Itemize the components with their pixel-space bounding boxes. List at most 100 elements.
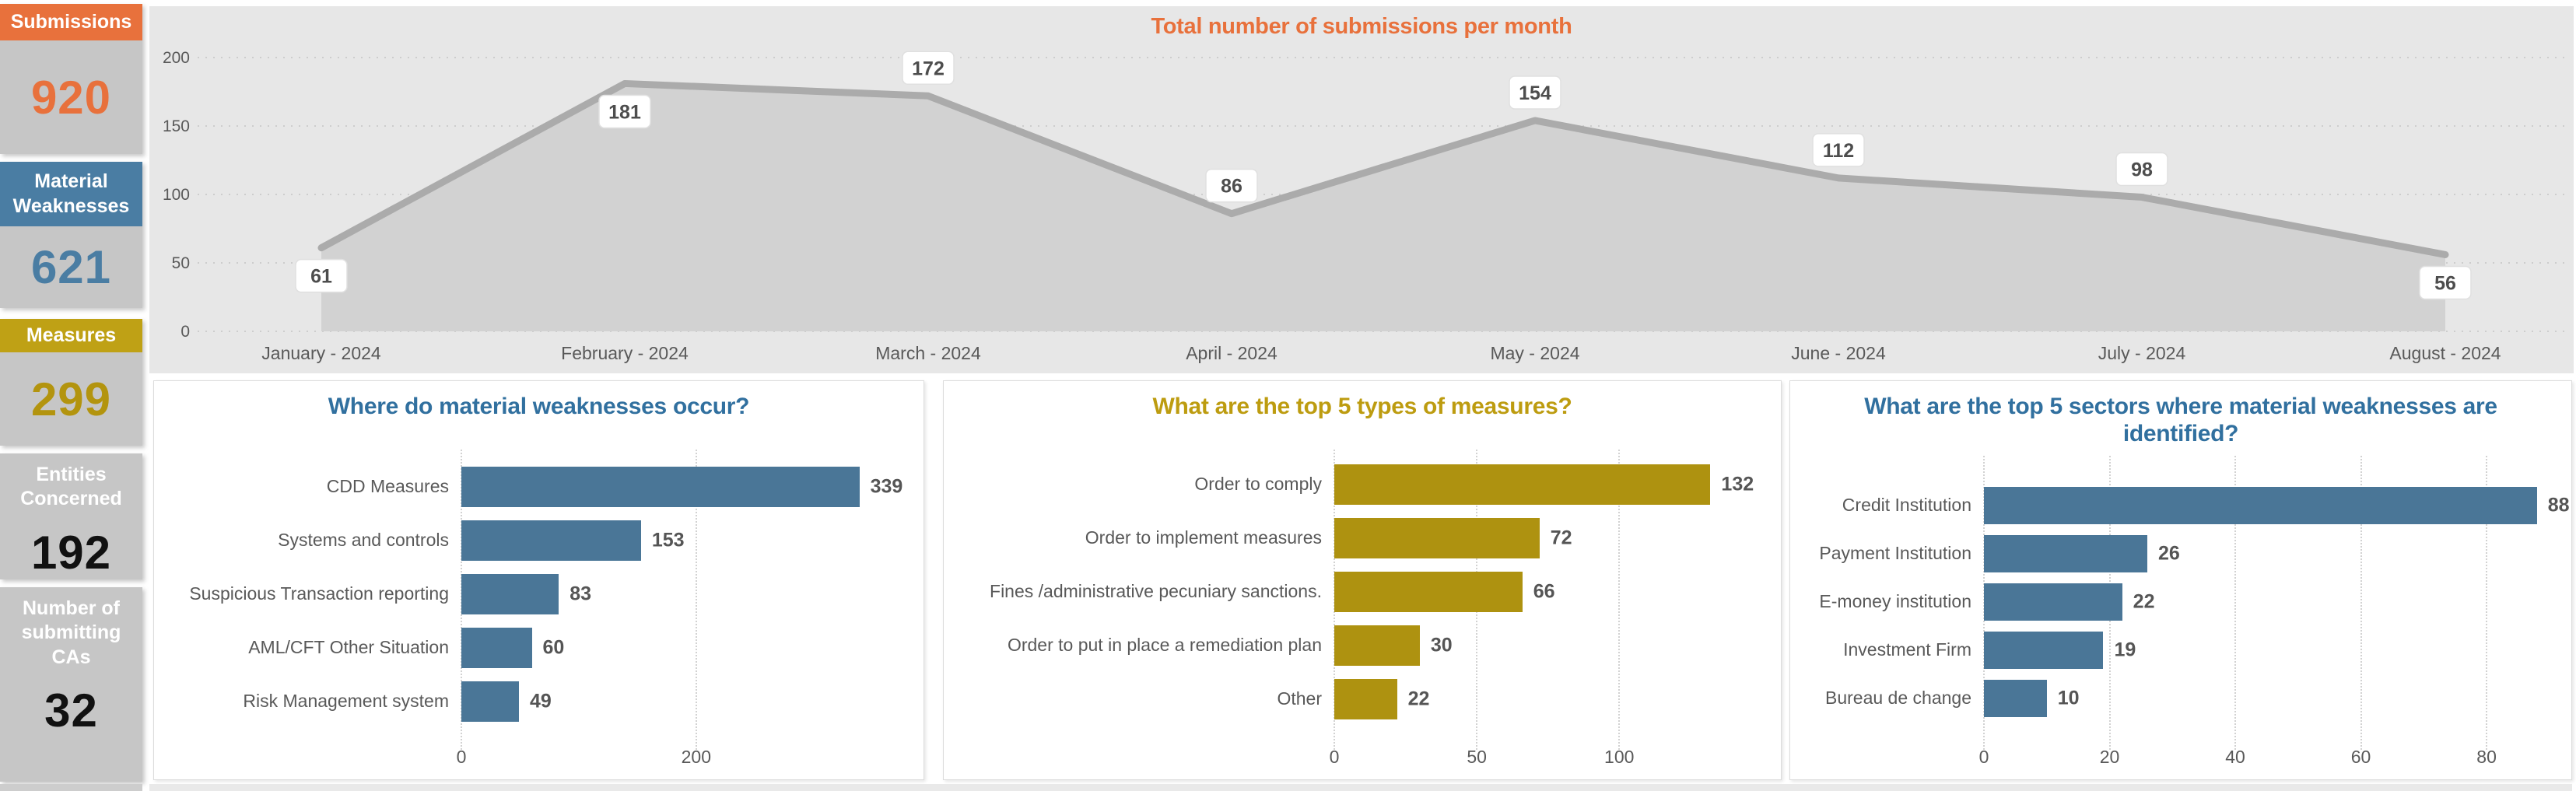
bar-row: Order to comply 132 [944,458,1781,512]
bar-rows: Order to comply 132 Order to implement mea… [944,458,1781,726]
x-axis-tick: 0 [1329,747,1340,767]
bar-track: 66 [1334,565,1781,619]
bar-track: 83 [461,568,924,621]
bar-AML/CFT Other Situation[interactable]: 60 [461,628,564,668]
value-label: 60 [542,636,565,659]
y-axis-tick: 200 [163,49,190,67]
x-axis-label: April - 2024 [1186,343,1277,363]
bar-row: Order to implement measures 72 [944,512,1781,565]
bar-track: 72 [1334,512,1781,565]
bar-Investment Firm[interactable]: 19 [1984,632,2136,669]
bar-Suspicious Transaction reporting[interactable]: 83 [461,574,591,614]
x-axis-tick: 80 [2476,747,2497,767]
bar-Credit Institution[interactable]: 88 [1984,487,2570,524]
kpi-sidebar: Submissions 920 Material Weaknesses 621 Meas… [0,0,142,791]
bar-row: E-money institution 22 [1790,578,2571,626]
category-label: Bureau de change [1825,688,1971,709]
kpi-card-submissions[interactable]: Submissions 920 [0,4,142,154]
data-label-June - 2024: 112 [1812,133,1865,167]
kpi-label-entities-concerned: Entities Concerned [20,464,122,510]
x-gridline [1618,450,1621,750]
kpi-value-material-weaknesses: 621 [30,241,112,293]
submissions-area-series[interactable] [321,83,2445,331]
weakness-areas-title: Where do material weaknesses occur? [328,394,750,419]
bar-row: Suspicious Transaction reporting 83 [154,568,924,621]
sidebar-next-card-edge [0,784,142,791]
bar-track: 26 [1984,530,2571,578]
bar-Order to comply[interactable]: 132 [1334,464,1754,505]
svg-text:56: 56 [2434,272,2456,294]
y-axis-tick: 0 [180,323,190,341]
value-label: 30 [1430,634,1453,656]
top-sectors-bar-chart: Credit Institution 88 Payment Institution 2… [1790,381,2571,779]
bar-track: 10 [1984,674,2571,723]
category-label: Payment Institution [1819,543,1971,564]
value-label: 132 [1721,473,1754,495]
bar-Payment Institution[interactable]: 26 [1984,535,2180,572]
submissions-area-chart: 0 50 100 150 200 61 181 172 86 154 112 98 56 January … [163,49,2564,363]
x-axis-label: January - 2024 [261,343,381,363]
x-axis: 0 200 [457,747,916,772]
top-sectors-panel: What are the top 5 sectors where materia… [1789,380,2572,780]
top-measures-title: What are the top 5 types of measures? [1152,394,1572,419]
value-label: 66 [1533,580,1555,603]
x-gridline [2486,456,2488,750]
value-label: 10 [2057,687,2080,709]
bar-Fines /administrative pecuniary sanctions.[interactable]: 66 [1334,572,1555,612]
x-axis-tick: 0 [1978,747,1989,767]
bar-Order to implement measures[interactable]: 72 [1334,518,1572,558]
value-label: 49 [529,690,552,712]
x-axis: 0 50 100 [1330,747,1773,772]
value-label: 72 [1550,527,1572,549]
bar-track: 60 [461,621,924,675]
bar-row: Other 22 [944,673,1781,726]
x-axis-tick: 20 [2099,747,2120,767]
bar-row: Credit Institution 88 [1790,481,2571,530]
x-axis: 0 20 40 60 80 [1979,747,2562,772]
category-label: AML/CFT Other Situation [248,637,449,658]
category-label: Order to implement measures [1085,527,1322,548]
kpi-label-material-weaknesses: Material Weaknesses [0,162,142,226]
value-label: 19 [2114,639,2136,661]
bar-track: 30 [1334,619,1781,673]
kpi-card-measures[interactable]: Measures 299 [0,319,142,446]
kpi-card-submitting-cas[interactable]: Number of submitting CAs 32 [0,587,142,782]
category-label: Credit Institution [1842,495,1971,516]
bar-row: Order to put in place a remediation plan… [944,619,1781,673]
kpi-card-entities-concerned[interactable]: Entities Concerned 192 [0,453,142,579]
bar-rows: Credit Institution 88 Payment Institution 2… [1790,481,2571,723]
x-axis-label: February - 2024 [561,343,689,363]
bar-track: 49 [461,675,924,729]
data-label-August - 2024: 56 [2419,265,2472,300]
submissions-chart-title: Total number of submissions per month [1151,14,1572,39]
kpi-value-entities-concerned: 192 [30,526,112,579]
category-label: Investment Firm [1843,639,1971,660]
bar-row: Fines /administrative pecuniary sanction… [944,565,1781,619]
data-label-March - 2024: 172 [902,51,955,86]
bar-Other[interactable]: 22 [1334,679,1429,719]
bar-row: CDD Measures 339 [154,460,924,514]
svg-text:172: 172 [912,58,945,79]
bar-Systems and controls[interactable]: 153 [461,520,685,561]
bar-E-money institution[interactable]: 22 [1984,583,2154,621]
svg-text:61: 61 [310,266,332,288]
bar-CDD Measures[interactable]: 339 [461,467,902,507]
bar-Bureau de change[interactable]: 10 [1984,680,2080,717]
weakness-areas-bar-chart: CDD Measures 339 Systems and controls 153 Su… [154,381,924,779]
y-axis-tick: 150 [163,117,190,135]
category-label: Risk Management system [243,691,449,712]
x-axis-tick: 60 [2350,747,2371,767]
category-label: Other [1277,688,1322,709]
x-axis-tick: 100 [1604,747,1635,767]
bar-Order to put in place a remediation plan[interactable]: 30 [1334,625,1453,666]
next-panel-edge [149,784,2572,791]
kpi-card-material-weaknesses[interactable]: Material Weaknesses 621 [0,162,142,308]
x-axis-tick: 200 [681,747,711,767]
bar-rows: CDD Measures 339 Systems and controls 153 Su… [154,460,924,729]
kpi-label-submissions: Submissions [0,4,142,40]
value-label: 83 [570,583,592,605]
bar-track: 88 [1984,481,2571,530]
submissions-line [317,79,2449,258]
bar-Risk Management system[interactable]: 49 [461,681,552,722]
category-label: CDD Measures [326,476,449,497]
